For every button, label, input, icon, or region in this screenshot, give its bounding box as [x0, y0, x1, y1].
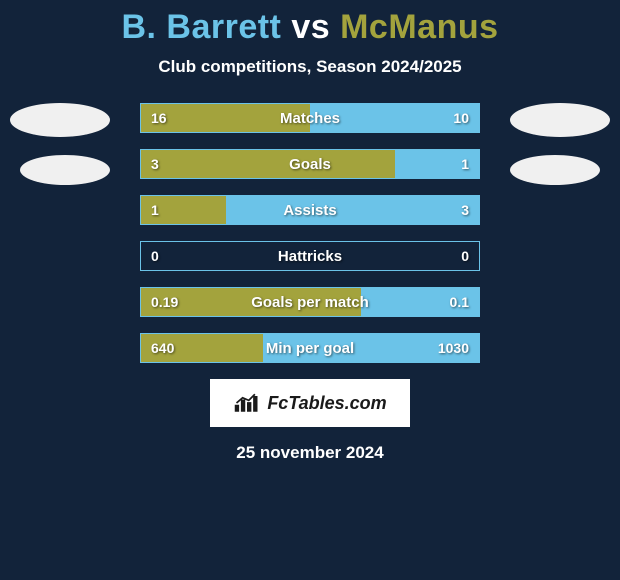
player1-badge-top — [10, 103, 110, 137]
page-title: B. Barrett vs McManus — [0, 0, 620, 47]
stat-row: 640Min per goal1030 — [140, 333, 480, 363]
stat-left-value: 0 — [151, 242, 159, 270]
bar-left — [141, 150, 395, 178]
player2-badge-bottom — [510, 155, 600, 185]
bar-right — [395, 150, 480, 178]
watermark-text: FcTables.com — [267, 393, 386, 414]
subtitle: Club competitions, Season 2024/2025 — [0, 57, 620, 77]
player1-badge-bottom — [20, 155, 110, 185]
stat-right-value: 0 — [461, 242, 469, 270]
bar-right — [361, 288, 479, 316]
bar-right — [263, 334, 479, 362]
bar-left — [141, 196, 226, 224]
fctables-logo-icon — [233, 392, 261, 414]
bar-left — [141, 288, 361, 316]
bar-left — [141, 334, 263, 362]
stat-label: Hattricks — [141, 242, 479, 270]
bar-right — [310, 104, 479, 132]
watermark: FcTables.com — [210, 379, 410, 427]
bar-left — [141, 104, 310, 132]
date-label: 25 november 2024 — [0, 443, 620, 463]
comparison-chart: 16Matches10 3Goals1 1Assists3 0Hattricks0 0.… — [0, 103, 620, 463]
player2-badge-top — [510, 103, 610, 137]
stat-row: 0Hattricks0 — [140, 241, 480, 271]
bar-right — [226, 196, 480, 224]
stat-row: 16Matches10 — [140, 103, 480, 133]
stat-row: 3Goals1 — [140, 149, 480, 179]
stat-row: 1Assists3 — [140, 195, 480, 225]
stat-row: 0.19Goals per match0.1 — [140, 287, 480, 317]
